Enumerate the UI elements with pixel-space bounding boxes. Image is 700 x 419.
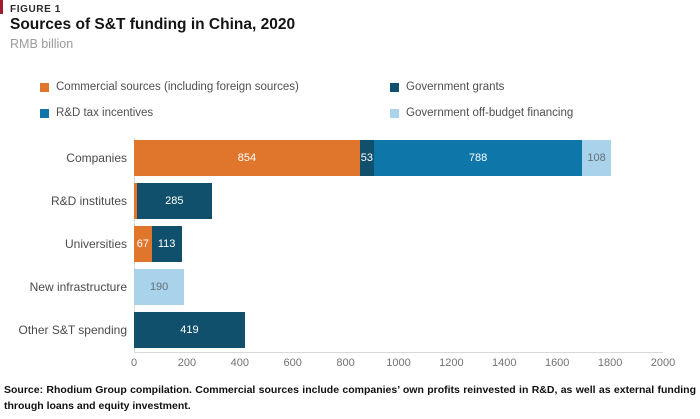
legend-item-rd-tax-incentives: R&D tax incentives <box>40 107 153 119</box>
legend-swatch-icon <box>40 82 49 92</box>
category-label-companies: Companies <box>66 151 127 165</box>
x-axis-tick: 800 <box>336 357 355 369</box>
x-axis-tick: 1400 <box>492 357 517 369</box>
x-axis-tick: 0 <box>130 357 138 369</box>
category-label-other-st-spending: Other S&T spending <box>18 323 127 337</box>
chart-title: Sources of S&T funding in China, 2020 <box>10 16 296 33</box>
category-label-universities: Universities <box>64 237 127 251</box>
x-axis-tick: 1600 <box>544 357 570 369</box>
bar-row-new-infrastructure: 190 <box>134 269 663 305</box>
x-axis-line <box>134 352 663 353</box>
bar-row-rd-institutes: 285 <box>134 183 663 219</box>
bar-segment-grants: 419 <box>134 312 245 348</box>
bar-segment-grants: 285 <box>136 183 213 219</box>
legend-item-commercial-sources: Commercial sources (including foreign so… <box>40 81 299 93</box>
category-label-rd-institutes: R&D institutes <box>50 194 127 208</box>
x-axis-tick: 2000 <box>650 357 676 369</box>
figure-number: FIGURE 1 <box>10 4 61 15</box>
bar-segment-commercial: 854 <box>134 140 360 176</box>
category-label-new-infrastructure: New infrastructure <box>29 280 127 294</box>
legend-swatch-icon <box>40 108 49 118</box>
x-axis-tick: 1800 <box>597 357 623 369</box>
legend-item-government-grants: Government grants <box>390 81 504 93</box>
legend-label: Government off-budget financing <box>406 107 574 119</box>
x-axis-tick: 1000 <box>386 357 411 369</box>
bar-segment-commercial: 67 <box>134 226 152 262</box>
bar-row-other-st-spending: 419 <box>134 312 663 348</box>
legend: Commercial sources (including foreign so… <box>40 81 690 129</box>
x-axis-tick: 1200 <box>439 357 464 369</box>
bar-segment-tax: 788 <box>373 140 583 176</box>
x-axis-tick: 200 <box>177 357 197 369</box>
figure-accent-mark <box>0 0 3 14</box>
chart-units-label: RMB billion <box>10 37 74 51</box>
x-axis-tick: 600 <box>283 357 302 369</box>
legend-label: R&D tax incentives <box>56 107 154 119</box>
bar-segment-grants: 113 <box>151 226 182 262</box>
bar-segment-offbudget: 108 <box>582 140 611 176</box>
legend-swatch-icon <box>390 108 399 118</box>
bar-segment-commercial <box>134 183 137 219</box>
legend-label: Government grants <box>406 81 505 93</box>
legend-label: Commercial sources (including foreign so… <box>56 81 299 93</box>
x-axis-tick: 400 <box>230 357 249 369</box>
bar-row-universities: 67 113 <box>134 226 663 262</box>
legend-swatch-icon <box>390 82 399 92</box>
bar-segment-grants: 53 <box>359 140 374 176</box>
bar-row-companies: 854 53 788 108 <box>134 140 663 176</box>
source-note: Source: Rhodium Group compilation. Comme… <box>4 384 696 412</box>
x-axis-ticks: 0 200 400 600 800 1000 1200 1400 1600 18… <box>130 357 675 371</box>
bar-segment-offbudget: 190 <box>134 269 185 305</box>
legend-item-off-budget-financing: Government off-budget financing <box>390 107 573 119</box>
